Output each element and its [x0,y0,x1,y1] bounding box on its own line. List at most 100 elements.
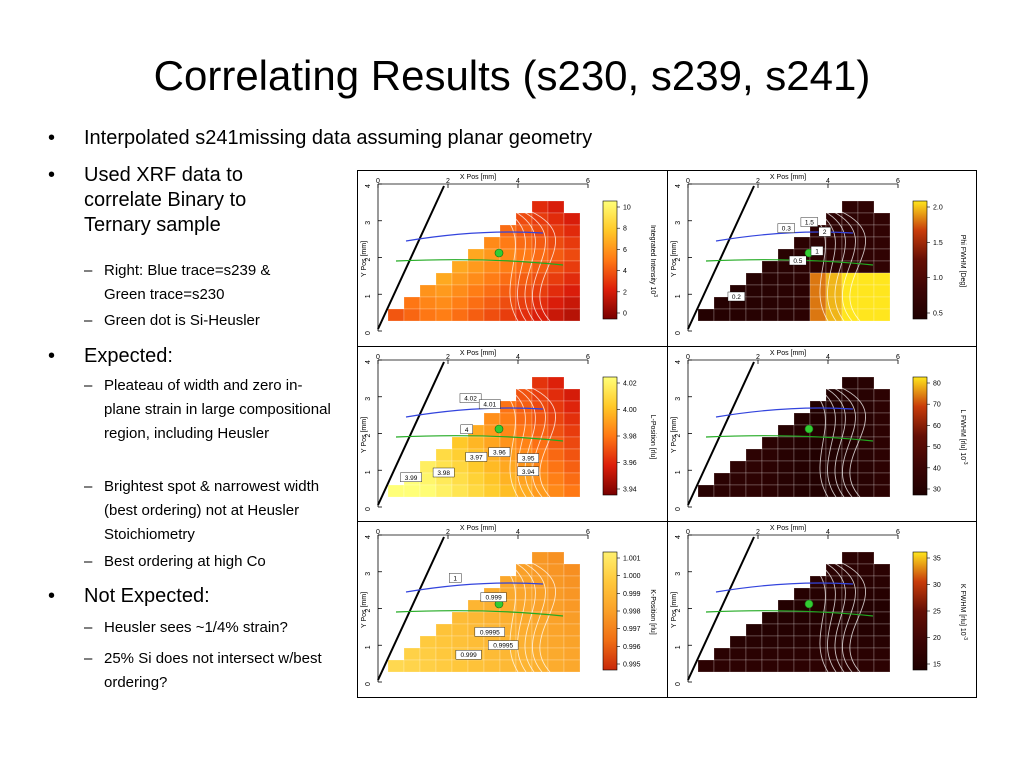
scale-tick-label: 60 [933,423,941,430]
heatmap-cell [809,472,827,486]
contour-label: 3.97 [470,454,483,461]
heatmap-cells [387,200,581,322]
x-tick-label: 2 [446,178,450,185]
heatmap-cell [547,599,565,613]
x-tick-label: 4 [826,354,830,361]
heatmap-cell [483,472,501,486]
contour-line [505,561,527,673]
contour-label-box [448,573,462,583]
heatmap-cell [563,308,581,322]
y-tick-label: 3 [675,397,682,401]
heatmap-cell [825,575,843,589]
heatmap-cell [809,412,827,426]
panel-k-fwhm: 0 2 4 6 X Pos [mm] 0 1 2 3 4 Y Pos [mm] 35 30 25 20 15 K… [668,522,977,697]
heatmap-cell [841,200,859,214]
map-svg: 0 2 4 6 X Pos [mm] 0 1 2 3 4 Y Pos [mm] 35 30 25 20 15 K… [671,525,968,686]
heatmap-cell [713,308,731,322]
heatmap-cell [729,659,747,673]
y-tick-label: 3 [365,397,372,401]
heatmap-cell [777,296,795,310]
scale-title: K-Position [rlu] [649,589,656,635]
heatmap-cell [547,376,565,390]
scale-tick-label: 50 [933,444,941,451]
heatmap-cell [857,460,875,474]
heatmap-cell [857,412,875,426]
heatmap-cell [873,563,891,577]
heatmap-cell [793,647,811,661]
heatmap-cell [809,623,827,637]
contour-line [839,561,866,673]
contour-line [839,386,866,498]
x-tick-label: 2 [756,178,760,185]
heatmap-cell [419,635,437,649]
heatmap-cell [857,388,875,402]
contour-label: 4.02 [464,396,477,403]
heatmap-cell [547,448,565,462]
x-axis-title: X Pos [mm] [460,525,496,532]
heatmap-cell [515,412,533,426]
si-heusler-dot [804,599,814,609]
y-tick-label: 0 [365,507,372,511]
contour-label-box [517,466,539,477]
contour-label: 3.98 [437,470,450,477]
heatmap-cell [467,635,485,649]
heatmap-cells [697,200,891,322]
contour-label: 1 [815,248,819,255]
y-tick-label: 1 [675,470,682,474]
x-tick-label: 4 [826,178,830,185]
heatmap-cell [563,296,581,310]
scale-tick-label: 1.5 [933,240,943,247]
heatmap-cell [793,448,811,462]
heatmap-cell [515,284,533,298]
heatmap-cell [857,575,875,589]
x-tick-label: 6 [896,529,900,536]
s230-trace-line [705,610,874,617]
heatmap-cell [873,472,891,486]
y-tick-label: 2 [675,608,682,612]
heatmap-cell [777,647,795,661]
slide-title: Correlating Results (s230, s239, s241) [153,52,871,99]
heatmap-cell [873,659,891,673]
y-tick-label: 4 [675,184,682,188]
heatmap-cell [873,436,891,450]
heatmap-cell [793,284,811,298]
y-tick-label: 0 [675,682,682,686]
heatmap-cell [809,448,827,462]
scale-title: L FWHM [rlu] 10-3 [959,409,968,464]
contour-label: 4.01 [483,402,496,409]
heatmap-cell [745,647,763,661]
dash-icon: – [84,650,93,667]
heatmap-cell [825,400,843,414]
y-tick-label: 2 [365,257,372,261]
contour-line [831,210,856,322]
heatmap-cell [531,376,549,390]
x-tick-label: 2 [446,354,450,361]
heatmap-cell [563,284,581,298]
heatmap-cell [467,460,485,474]
heatmap-cell [467,272,485,286]
x-tick-label: 6 [586,354,590,361]
heatmap-cell [387,308,405,322]
contour-line [529,386,556,498]
heatmap-cell [387,484,405,498]
heatmap-cell [745,284,763,298]
y-tick-label: 0 [365,682,372,686]
contour-line [815,386,837,498]
panel-phi-fwhm: 0 2 4 6 X Pos [mm] 0 1 2 3 4 Y Pos [mm] 0.3 1.5 2 1 0.5… [668,171,977,346]
heatmap-cell [793,296,811,310]
y-tick-label: 0 [675,507,682,511]
heatmap-cell [873,284,891,298]
heatmap-cell [547,388,565,402]
map-svg: 0 2 4 6 X Pos [mm] 0 1 2 3 4 Y Pos [mm] 10 8 6 4 2 0 Inte… [361,174,658,335]
heatmap-cell [515,224,533,238]
heatmap-cell [761,484,779,498]
heatmap-cell [809,284,827,298]
x-axis-title: X Pos [mm] [770,174,806,181]
s230-trace-line [705,435,874,442]
heatmap-cell [745,659,763,673]
y-tick-label: 0 [675,331,682,335]
contour-label-box [459,393,482,403]
heatmap-cell [761,635,779,649]
heatmap-cell [547,659,565,673]
heatmap-cell [873,260,891,274]
